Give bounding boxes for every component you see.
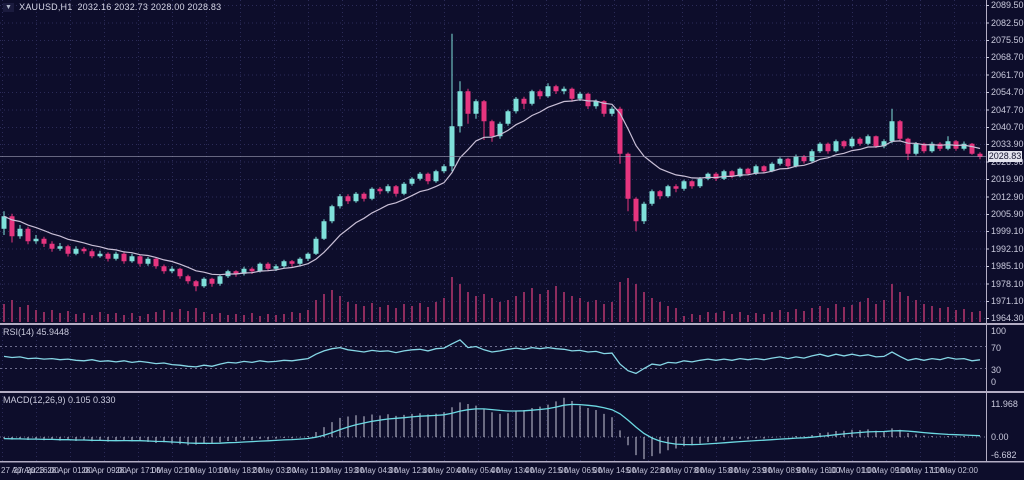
- rsi-panel-plot: [0, 339, 986, 375]
- time-axis-label: 1 May 10:00: [183, 466, 229, 475]
- time-axis-label: 2 May 11:00: [286, 466, 330, 475]
- price-axis-label: 2040.70: [991, 122, 1024, 132]
- time-axis-label: 2 May 19:00: [319, 466, 365, 475]
- price-axis-label: 2082.50: [991, 17, 1024, 28]
- rsi-axis-label: 30: [991, 364, 1002, 375]
- time-axis-label: 9 May 16:00: [795, 466, 841, 475]
- time-axis-label: 8 May 07:00: [659, 466, 705, 475]
- price-axis-label: 1985.10: [991, 261, 1024, 271]
- time-axis-label: 9 May 08:00: [761, 466, 807, 475]
- time-axis-label: 4 May 13:00: [489, 466, 535, 475]
- time-axis-label: 4 May 21:00: [523, 466, 569, 475]
- rsi-indicator-label: RSI(14) 45.9448: [3, 327, 70, 337]
- time-axis-label: 28 Apr 01:00: [47, 466, 93, 475]
- chart-title: ▼ XAUUSD,H1 2032.16 2032.73 2028.00 2028…: [3, 2, 221, 12]
- rsi-axis-label: 100: [991, 326, 1007, 336]
- symbol-marker-icon: ▼: [3, 2, 15, 12]
- price-axis-label: 2047.70: [991, 104, 1024, 115]
- panel-separators: [0, 0, 1024, 463]
- macd-axis-label: -6.682: [991, 450, 1017, 460]
- price-axis-label: 2005.90: [991, 209, 1024, 219]
- volume-histogram: [3, 277, 981, 322]
- price-axis-label: 1992.10: [991, 243, 1024, 254]
- time-axis-label: 1 May 18:00: [217, 466, 263, 475]
- rsi-axis-label: 0: [991, 377, 997, 387]
- price-axis-label: 2012.90: [991, 191, 1024, 202]
- macd-panel-plot: [0, 397, 986, 460]
- time-axis-label: 8 May 23:00: [727, 466, 773, 475]
- price-axis-label: 1971.10: [991, 296, 1024, 306]
- time-axis-label: 27 Apr 2023: [1, 466, 45, 475]
- moving-average-line: [3, 99, 981, 276]
- price-axis-label: 1978.10: [991, 278, 1024, 289]
- time-axis-label: 8 May 15:00: [693, 466, 739, 475]
- ohlc-readout: 2032.16 2032.73 2028.00 2028.83: [77, 2, 222, 12]
- rsi-axis-label: 70: [991, 342, 1002, 353]
- price-axis-label: 1964.30: [991, 313, 1024, 323]
- current-price-badge: 2028.83: [988, 151, 1022, 162]
- macd-indicator-label: MACD(12,26,9) 0.105 0.330: [3, 395, 116, 405]
- time-axis-label: 3 May 20:00: [421, 466, 467, 475]
- time-axis-label: 3 May 04:00: [353, 466, 399, 475]
- price-axis-label: 2061.70: [991, 69, 1024, 80]
- time-axis-label: 4 May 05:00: [455, 466, 501, 475]
- price-axis-label: 2068.70: [991, 52, 1024, 62]
- price-axis-label: 2075.50: [991, 35, 1024, 45]
- time-axis-label: 28 Apr 09:00: [81, 466, 127, 475]
- price-axis-label: 2089.50: [991, 0, 1024, 10]
- time-axis-label: 27 Apr 16:00: [13, 466, 59, 475]
- time-axis-label: 28 Apr 17:00: [115, 466, 161, 475]
- time-axis-label: 1 May 02:00: [149, 466, 195, 475]
- time-axis-label: 5 May 14:00: [591, 466, 637, 475]
- time-axis-label: 5 May 06:00: [557, 466, 603, 475]
- time-axis-label: 2 May 03:00: [251, 466, 297, 475]
- time-axis-label: 10 May 09:00: [861, 466, 911, 475]
- symbol-timeframe: XAUUSD,H1: [19, 2, 73, 12]
- macd-axis-label: 0.00: [991, 432, 1009, 442]
- time-axis-label: 10 May 01:00: [827, 466, 877, 475]
- time-axis-label: 3 May 12:00: [387, 466, 433, 475]
- time-axis-label: 10 May 17:00: [895, 466, 945, 475]
- time-axis-label: 11 May 02:00: [930, 466, 978, 475]
- macd-axis-label: 11.968: [991, 399, 1018, 409]
- price-axis-label: 2054.70: [991, 87, 1024, 97]
- price-axis-label: 2033.90: [991, 139, 1024, 149]
- time-axis-label: 5 May 22:00: [625, 466, 671, 475]
- price-axis-label: 2019.90: [991, 174, 1024, 184]
- price-axis-label: 1999.10: [991, 226, 1024, 236]
